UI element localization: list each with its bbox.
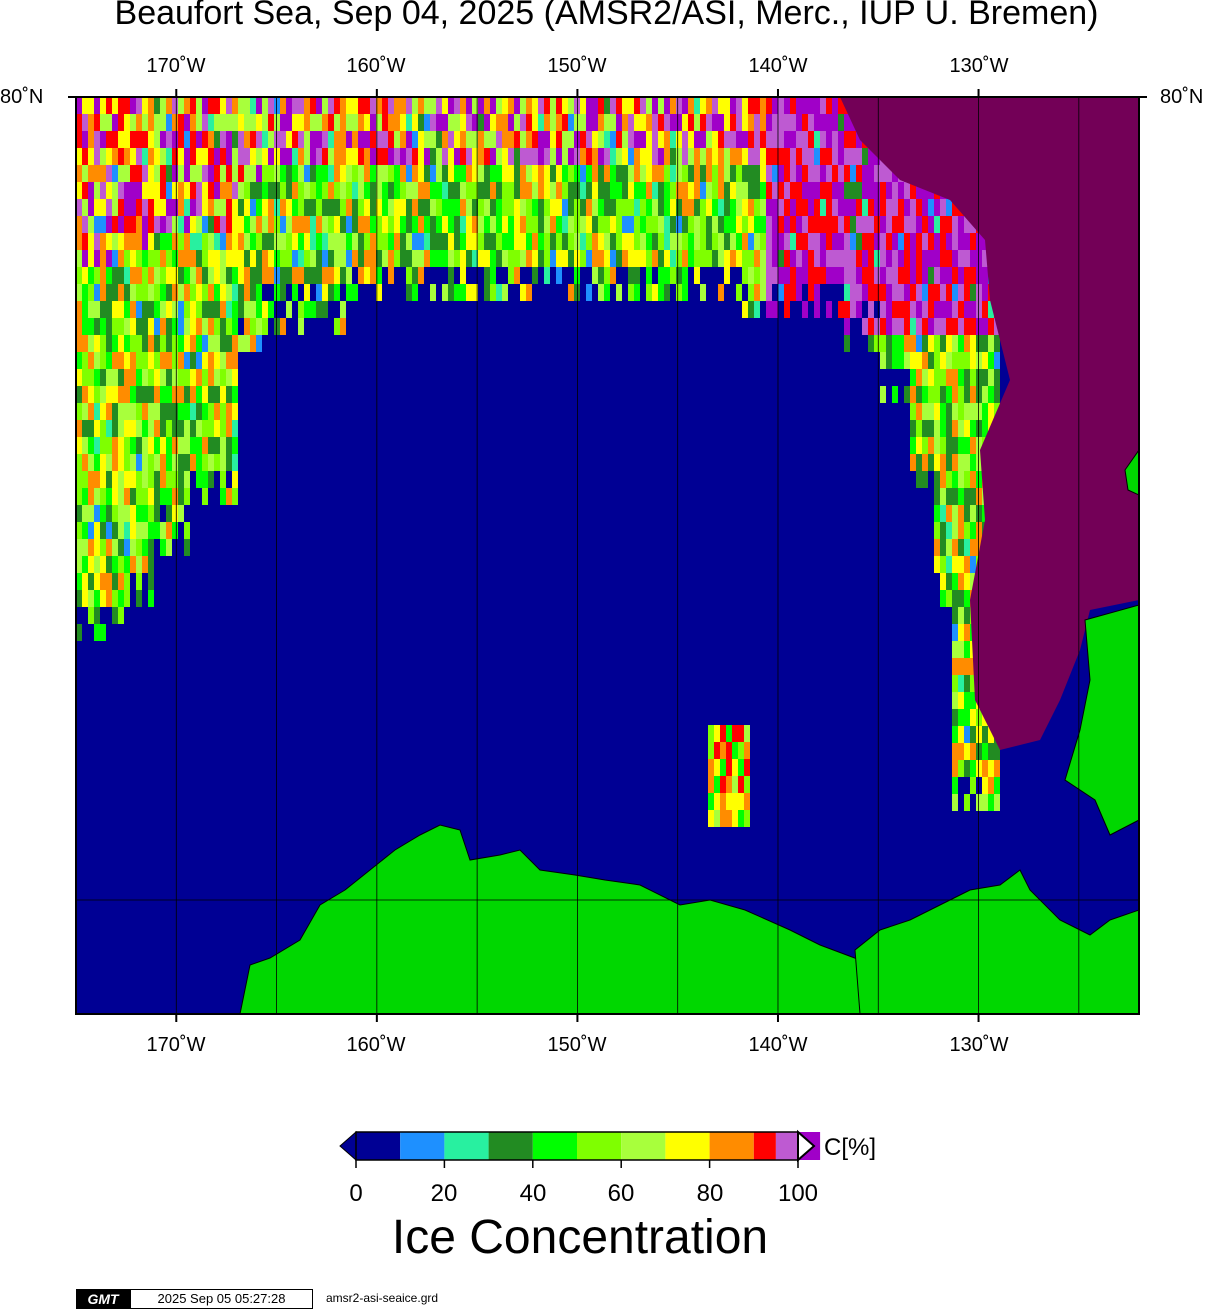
multiyear-ice-region <box>840 97 1139 750</box>
ice-concentration-map <box>68 89 1147 1022</box>
lon-label-bottom-170w: 170˚W <box>146 1034 206 1056</box>
colorbar-low-triangle <box>339 1130 357 1162</box>
colorbar-tick-40: 40 <box>519 1180 547 1207</box>
lon-label-top-150w: 150˚W <box>547 55 607 77</box>
lon-label-top-130w: 130˚W <box>949 55 1009 77</box>
colorbar-tick-60: 60 <box>607 1180 635 1207</box>
prince-patrick-land <box>1124 449 1139 496</box>
banks-island-land <box>1064 604 1139 836</box>
colorbar-swatch <box>775 1132 798 1160</box>
colorbar-tick-20: 20 <box>430 1180 458 1207</box>
lat-label-left: 80˚N <box>0 86 44 108</box>
colorbar-swatch <box>356 1132 401 1160</box>
colorbar-tick-0: 0 <box>349 1180 363 1207</box>
colorbar-swatch <box>753 1132 776 1160</box>
colorbar-swatch <box>488 1132 533 1160</box>
lon-label-top-160w: 160˚W <box>346 55 406 77</box>
colorbar-swatch <box>444 1132 489 1160</box>
lon-label-top-170w: 170˚W <box>146 55 206 77</box>
yukon-nwt-land <box>854 869 1139 1014</box>
map-title: Beaufort Sea, Sep 04, 2025 (AMSR2/ASI, M… <box>114 0 1099 32</box>
lon-label-bottom-140w: 140˚W <box>748 1034 808 1056</box>
lat-label-right: 80˚N <box>1160 86 1204 108</box>
timestamp: 2025 Sep 05 05:27:28 <box>130 1289 313 1309</box>
colorbar-unit: C[%] <box>824 1134 877 1161</box>
colorbar-swatch <box>621 1132 666 1160</box>
colorbar-swatch <box>709 1132 754 1160</box>
graticule <box>76 97 1139 1014</box>
colorbar-swatch <box>665 1132 710 1160</box>
lon-label-bottom-130w: 130˚W <box>949 1034 1009 1056</box>
colorbar-title: Ice Concentration <box>391 1211 769 1264</box>
gmt-logo: GMT <box>76 1289 130 1309</box>
lon-label-top-140w: 140˚W <box>748 55 808 77</box>
colorbar-swatch <box>400 1132 445 1160</box>
grid-file-name: amsr2-asi-seaice.grd <box>326 1291 439 1305</box>
frame-ticks <box>68 89 1147 1022</box>
sea-ice-cells <box>76 97 1000 827</box>
map-frame <box>75 96 1140 1015</box>
colorbar-swatch <box>577 1132 622 1160</box>
lon-label-bottom-150w: 150˚W <box>547 1034 607 1056</box>
colorbar-tick-100: 100 <box>777 1180 819 1207</box>
lon-label-bottom-160w: 160˚W <box>346 1034 406 1056</box>
colorbar-tick-80: 80 <box>696 1180 724 1207</box>
colorbar-swatch <box>532 1132 577 1160</box>
